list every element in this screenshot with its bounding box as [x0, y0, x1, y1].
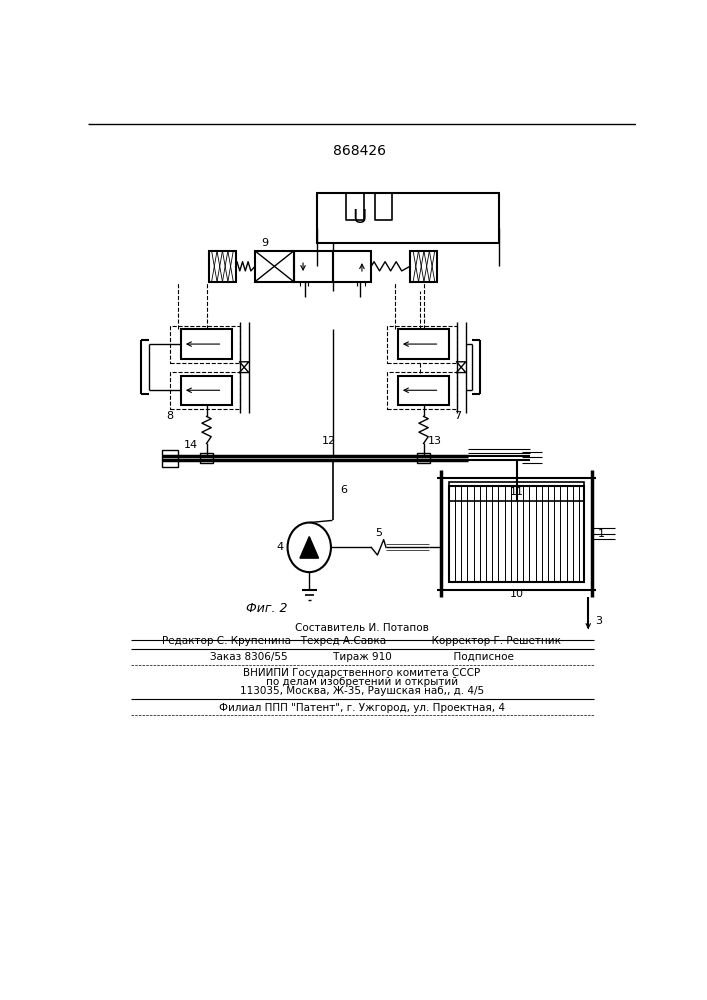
Text: Филиал ППП "Патент", г. Ужгород, ул. Проектная, 4: Филиал ППП "Патент", г. Ужгород, ул. Про… — [219, 703, 505, 713]
Text: 13: 13 — [428, 436, 442, 446]
Bar — [398, 376, 449, 405]
Bar — [209, 251, 235, 282]
Bar — [200, 453, 213, 463]
Bar — [293, 251, 332, 282]
Text: Редактор С. Крупенина   Техред А.Савка              Корректор Г. Решетник: Редактор С. Крупенина Техред А.Савка Кор… — [163, 636, 561, 646]
Text: 11: 11 — [510, 487, 524, 497]
Bar — [449, 482, 585, 501]
Text: по делам изобретений и открытий: по делам изобретений и открытий — [266, 677, 458, 687]
Bar — [182, 376, 232, 405]
Text: 4: 4 — [276, 542, 284, 552]
Text: 9: 9 — [262, 238, 269, 248]
Text: 1: 1 — [598, 529, 605, 539]
Polygon shape — [300, 537, 319, 558]
Text: 8: 8 — [166, 411, 173, 421]
Bar — [449, 486, 585, 582]
Text: 6: 6 — [341, 485, 348, 495]
Bar — [317, 193, 499, 243]
Bar — [417, 453, 430, 463]
Text: U: U — [352, 208, 367, 227]
Text: Составитель И. Потапов: Составитель И. Потапов — [295, 623, 429, 633]
Bar — [387, 326, 457, 363]
Bar — [182, 329, 232, 359]
Bar — [170, 326, 240, 363]
Text: 12: 12 — [322, 436, 336, 446]
Text: 868426: 868426 — [333, 144, 386, 158]
Text: Фиг. 2: Фиг. 2 — [246, 602, 287, 615]
Bar — [332, 251, 371, 282]
Text: Заказ 8306/55              Тираж 910                   Подписное: Заказ 8306/55 Тираж 910 Подписное — [210, 652, 514, 662]
Text: 7: 7 — [455, 411, 462, 421]
Text: ВНИИПИ Государственного комитета СССР: ВНИИПИ Государственного комитета СССР — [243, 668, 481, 678]
Bar — [170, 372, 240, 409]
Text: 3: 3 — [595, 615, 602, 626]
Text: 10: 10 — [510, 589, 524, 599]
Bar — [410, 251, 437, 282]
Text: 5: 5 — [375, 528, 382, 538]
Bar — [255, 251, 293, 282]
Bar — [398, 329, 449, 359]
Ellipse shape — [288, 523, 331, 572]
Bar — [162, 450, 177, 466]
Bar — [387, 372, 457, 409]
Text: 113035, Москва, Ж-35, Раушская наб,, д. 4/5: 113035, Москва, Ж-35, Раушская наб,, д. … — [240, 686, 484, 696]
Text: 14: 14 — [184, 440, 198, 450]
